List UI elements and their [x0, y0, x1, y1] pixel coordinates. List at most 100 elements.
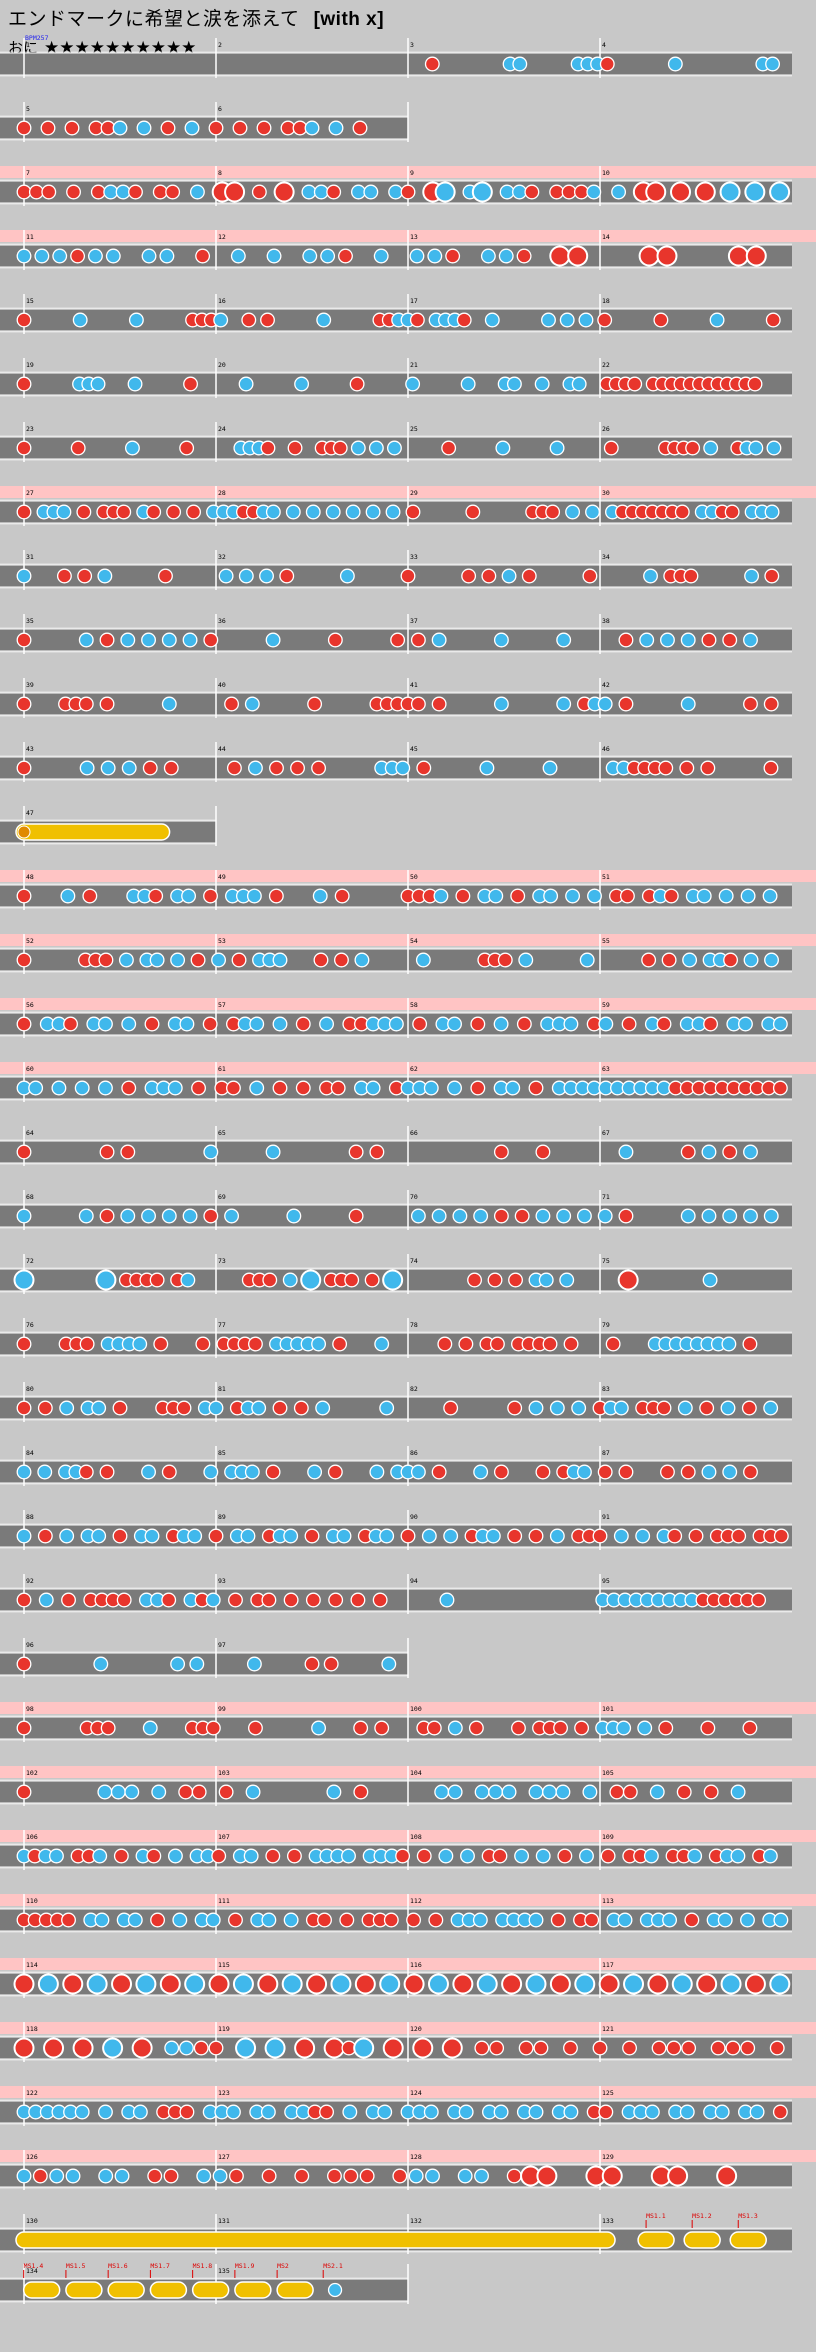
don-note — [353, 1720, 369, 1736]
ka-note — [405, 376, 421, 392]
don-note — [511, 1720, 526, 1736]
don-note — [327, 632, 343, 648]
don-note — [147, 2168, 163, 2184]
ka-note — [246, 888, 262, 904]
bar-number: 115 — [218, 1961, 230, 1969]
ka-note — [170, 1656, 186, 1672]
ka-note — [224, 1208, 240, 1224]
ka-note — [240, 1528, 256, 1544]
ka-note — [586, 184, 602, 200]
don-note — [542, 1336, 558, 1352]
big-don-note — [656, 245, 678, 267]
chart-row: 68 69 70 71 — [0, 1190, 792, 1230]
big-ka-note — [623, 1973, 645, 1995]
don-note — [410, 696, 426, 712]
bar-number: 71 — [602, 1193, 610, 1201]
don-note — [261, 1592, 277, 1608]
bar-number: 11 — [26, 233, 34, 241]
ka-note — [563, 2104, 579, 2120]
chart-row: 23 24 25 26 — [0, 422, 792, 462]
big-ka-note — [281, 1973, 303, 1995]
don-note — [272, 1400, 288, 1416]
bar-number: 125 — [602, 2089, 614, 2097]
bar-number: 83 — [602, 1385, 610, 1393]
don-note — [372, 1592, 388, 1608]
big-don-note — [43, 2037, 65, 2059]
ka-note — [701, 1464, 717, 1480]
don-note — [741, 1400, 757, 1416]
ka-note — [312, 888, 328, 904]
don-note — [661, 952, 677, 968]
ka-note — [74, 2104, 90, 2120]
don-note — [294, 2168, 310, 2184]
big-don-note — [354, 1973, 376, 1995]
ka-note — [311, 1720, 327, 1736]
ka-note — [385, 504, 401, 520]
ka-note — [120, 1208, 136, 1224]
ka-note — [687, 1848, 703, 1864]
ka-note — [703, 440, 719, 456]
ka-note — [643, 1848, 659, 1864]
don-note — [518, 2040, 534, 2056]
big-ka-note — [769, 181, 791, 203]
big-don-note — [549, 245, 571, 267]
bar-number: 27 — [26, 489, 34, 497]
bar-number: 110 — [26, 1897, 38, 1905]
don-note — [28, 184, 44, 200]
bar-number: 75 — [602, 1257, 610, 1265]
balloon-note — [149, 2281, 188, 2299]
ka-note — [128, 312, 144, 328]
bar-number: 34 — [602, 553, 610, 561]
big-ka-note — [574, 1973, 596, 1995]
ka-note — [319, 1016, 334, 1032]
ka-note — [115, 184, 131, 200]
bar-number: 4 — [602, 41, 606, 49]
bar-number: 55 — [602, 937, 610, 945]
lane — [0, 373, 792, 395]
don-note — [146, 504, 162, 520]
bar-number: 99 — [218, 1705, 226, 1713]
don-note — [16, 632, 32, 648]
bar-number: 80 — [26, 1385, 34, 1393]
ka-note — [499, 184, 515, 200]
ka-note — [243, 1848, 259, 1864]
don-note — [656, 1016, 672, 1032]
don-note — [176, 1400, 192, 1416]
bar-number: 95 — [602, 1577, 610, 1585]
don-note — [582, 568, 598, 584]
bar-number: 102 — [26, 1769, 38, 1777]
chart-row: 15 16 17 18 — [0, 294, 792, 334]
ka-note — [103, 184, 119, 200]
bar-number: 133 — [602, 2217, 614, 2225]
don-note — [765, 312, 781, 328]
ka-note — [635, 1528, 651, 1544]
don-note — [311, 760, 327, 776]
don-note — [406, 1912, 422, 1928]
ka-note — [744, 568, 760, 584]
bar-number: 96 — [26, 1641, 34, 1649]
chart-row: 47 — [0, 806, 217, 846]
bar-number: 72 — [26, 1257, 34, 1265]
big-ka-note — [744, 181, 766, 203]
don-note — [228, 1592, 243, 1608]
don-note — [313, 952, 329, 968]
don-note — [265, 1464, 281, 1480]
don-note — [78, 1464, 94, 1480]
ka-note — [345, 504, 361, 520]
bar-number: 109 — [602, 1833, 614, 1841]
don-note — [77, 568, 93, 584]
don-note — [574, 1720, 590, 1736]
bar-number: 46 — [602, 745, 610, 753]
big-ka-note — [95, 1269, 117, 1291]
bar-number: 63 — [602, 1065, 610, 1073]
don-note — [333, 952, 349, 968]
don-note — [208, 2040, 224, 2056]
don-note — [304, 1656, 320, 1672]
big-ka-note — [720, 1973, 742, 1995]
don-note — [374, 1720, 390, 1736]
don-note — [350, 1592, 366, 1608]
don-note — [533, 2040, 549, 2056]
don-note — [152, 184, 168, 200]
ka-note — [549, 1528, 565, 1544]
ka-note — [680, 632, 696, 648]
